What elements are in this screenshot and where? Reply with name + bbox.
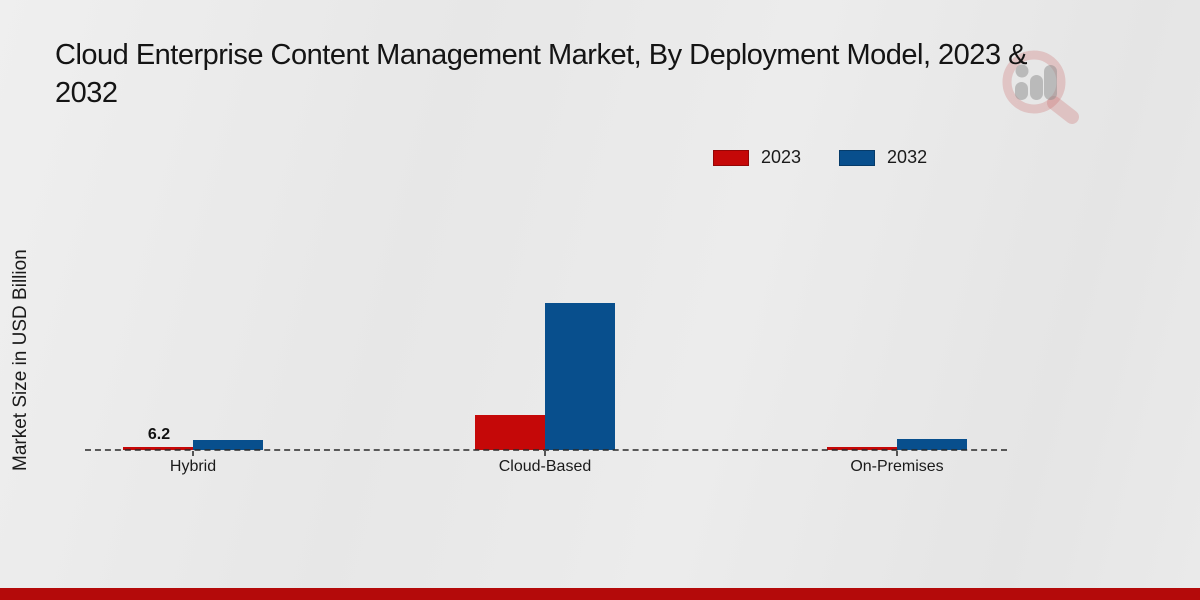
bar-value-label-hybrid-2023: 6.2	[147, 426, 171, 443]
bar-hybrid-2032	[193, 440, 263, 450]
x-axis-category-label: Hybrid	[169, 458, 217, 475]
magnifier-bar-chart-logo-icon	[1002, 50, 1079, 124]
zero-baseline	[85, 449, 1007, 451]
chart-title: Cloud Enterprise Content Management Mark…	[55, 36, 1195, 112]
bar-on-premises-2023	[827, 447, 897, 450]
legend-item-2032: 2032	[839, 147, 927, 168]
chart-title-line2: 2032	[55, 77, 118, 109]
x-axis-tick	[192, 451, 194, 456]
legend-item-2023: 2023	[713, 147, 801, 168]
bar-on-premises-2032	[897, 439, 967, 450]
bar-cloud-based-2023	[475, 415, 545, 450]
footer-accent-bar	[0, 588, 1200, 600]
x-axis-tick	[544, 451, 546, 456]
bar-cloud-based-2032	[545, 303, 615, 450]
legend-label-2032: 2032	[887, 147, 928, 167]
legend-swatch-2032	[839, 149, 876, 166]
bar-hybrid-2023	[123, 447, 193, 450]
legend-label-2023: 2023	[761, 147, 802, 167]
x-axis-category-label: Cloud-Based	[498, 458, 592, 475]
legend: 2023 2032	[713, 147, 927, 168]
x-axis-tick	[896, 451, 898, 456]
x-axis-category-label: On-Premises	[850, 458, 944, 475]
chart-title-line1: Cloud Enterprise Content Management Mark…	[55, 39, 1027, 71]
legend-swatch-2023	[713, 149, 749, 166]
y-axis-label: Market Size in USD Billion	[10, 249, 31, 471]
